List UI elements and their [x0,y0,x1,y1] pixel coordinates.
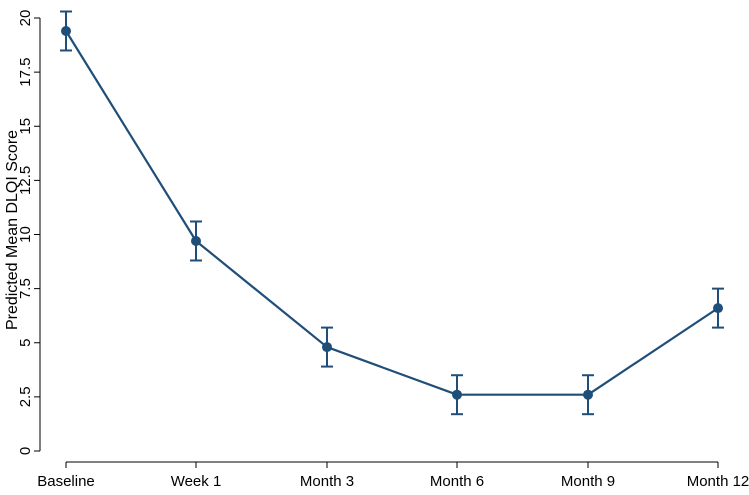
y-axis-title: Predicted Mean DLQI Score [4,130,21,330]
data-point [322,342,332,353]
series-line-group [60,10,724,416]
y-tick-label: 20 [17,10,34,27]
y-tick-label: 12.5 [17,166,34,195]
x-tick-label: Week 1 [171,473,222,490]
x-tick-label: Month 6 [430,473,484,490]
x-axis: Baseline Week 1 Month 3 Month 6 Month 9 Month… [37,461,749,490]
y-tick-label: 10 [17,226,34,243]
data-point [61,25,71,36]
x-tick-label: Month 3 [300,473,354,490]
y-tick-label: 17.5 [17,58,34,87]
data-point [583,389,593,400]
y-axis: 0 2.5 5 7.5 10 12.5 15 17.5 20 [17,10,41,455]
x-tick-label: Month 9 [561,473,615,490]
x-tick-label: Month 12 [687,473,749,490]
series-layer [60,10,724,416]
y-tick-label: 5 [17,339,34,347]
data-point [713,303,723,314]
data-point [191,235,201,246]
x-tick-label: Baseline [37,473,95,490]
y-tick-label: 7.5 [17,278,34,299]
y-tick-label: 0 [17,447,34,455]
data-point [452,389,462,400]
y-tick-label: 2.5 [17,386,34,407]
y-tick-label: 15 [17,118,34,135]
series-line [65,30,719,396]
